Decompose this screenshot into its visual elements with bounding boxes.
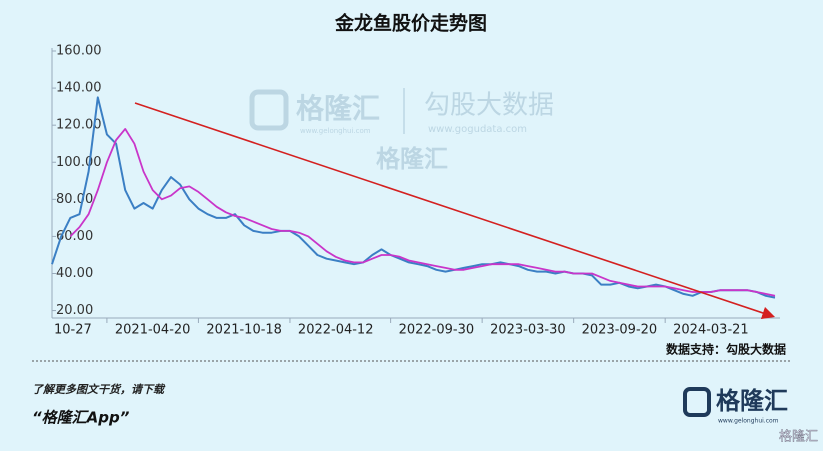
logo: 格隆汇 xyxy=(716,387,788,415)
x-tick-label: 2023-03-30 xyxy=(490,323,566,338)
y-tick-label: 80.00 xyxy=(56,192,93,207)
x-tick-label: 2023-09-20 xyxy=(582,323,658,338)
x-tick-label: 2021-10-18 xyxy=(206,323,282,338)
watermark-brand-2: 格隆汇 xyxy=(376,145,448,173)
watermark-icon xyxy=(249,89,289,131)
y-tick-label: 20.00 xyxy=(56,303,93,318)
app-name: “格隆汇App” xyxy=(32,409,130,427)
chart-title: 金龙鱼股价走势图 xyxy=(334,12,487,35)
x-tick-label: 2022-09-30 xyxy=(399,323,475,338)
y-tick-label: 120.00 xyxy=(56,118,102,133)
x-tick-label: 2024-03-21 xyxy=(673,323,749,338)
trend-arrow xyxy=(134,102,776,320)
logo-url: www.gelonghui.com xyxy=(718,418,779,425)
y-tick-label: 160.00 xyxy=(56,44,102,59)
x-tick-label: 10-27 xyxy=(54,323,92,338)
logo-icon xyxy=(683,387,711,417)
watermark-partner-url: www.gogudata.com xyxy=(428,124,527,135)
y-tick-label: 60.00 xyxy=(56,229,93,244)
y-tick-label: 40.00 xyxy=(56,266,93,281)
watermark-partner: 勾股大数据 xyxy=(424,91,554,121)
corner-mark: 格隆汇 xyxy=(779,429,818,445)
series-line xyxy=(51,96,776,299)
plot: 20.00 40.00 60.00 80.00 100.00 120.00 140.00 16… xyxy=(51,44,776,338)
y-tick-label: 140.00 xyxy=(56,81,102,96)
x-tick-label: 2021-04-20 xyxy=(115,323,191,338)
watermark-brand: 格隆汇 xyxy=(296,92,380,125)
promo: 了解更多图文干货，请下载 xyxy=(32,383,166,396)
watermark-brand-url: www.gelonghui.com xyxy=(300,127,371,135)
source: 数据支持：勾股大数据 xyxy=(666,342,786,357)
watermark: 格隆汇 www.gelonghui.com 勾股大数据 www.gogudata… xyxy=(249,88,554,173)
x-tick-label: 2022-04-12 xyxy=(298,323,374,338)
series-line xyxy=(69,128,776,297)
y-tick-label: 100.00 xyxy=(56,155,102,170)
